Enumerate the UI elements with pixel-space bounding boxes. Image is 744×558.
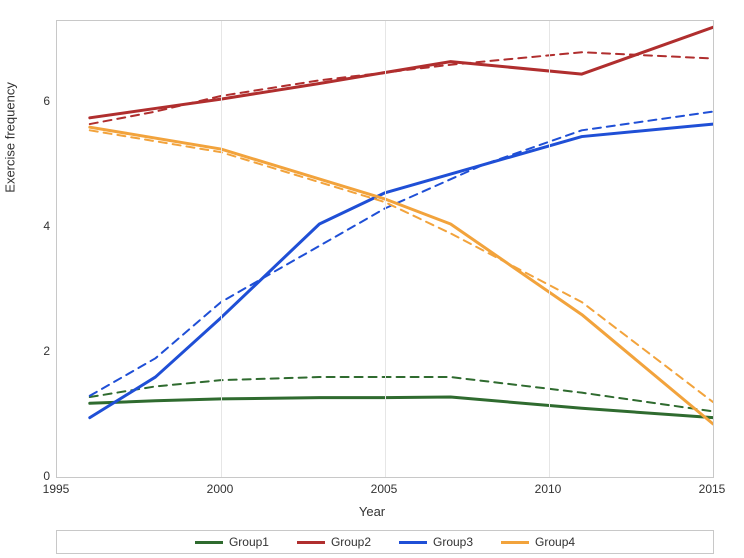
y-tick-label: 4 [43, 219, 50, 233]
legend: Group1 Group2 Group3 Group4 [56, 530, 714, 554]
y-tick-label: 6 [43, 94, 50, 108]
legend-label: Group3 [433, 535, 473, 549]
gridline [549, 21, 550, 477]
y-tick-label: 2 [43, 344, 50, 358]
x-tick-label: 2015 [699, 482, 726, 496]
legend-item: Group3 [399, 535, 473, 549]
series-line [90, 397, 713, 418]
legend-swatch [501, 541, 529, 544]
x-tick-label: 1995 [43, 482, 70, 496]
legend-label: Group2 [331, 535, 371, 549]
x-tick-label: 2005 [371, 482, 398, 496]
legend-item: Group2 [297, 535, 371, 549]
x-tick-label: 2010 [535, 482, 562, 496]
legend-label: Group1 [229, 535, 269, 549]
legend-item: Group1 [195, 535, 269, 549]
gridline [385, 21, 386, 477]
series-line [90, 27, 713, 118]
legend-swatch [195, 541, 223, 544]
series-line [90, 127, 713, 424]
series-line [90, 130, 713, 402]
legend-swatch [297, 541, 325, 544]
series-line [90, 52, 713, 124]
y-axis-label: Exercise frequency [3, 82, 18, 193]
x-axis-label: Year [0, 504, 744, 519]
series-line [90, 377, 713, 411]
legend-swatch [399, 541, 427, 544]
series-line [90, 124, 713, 418]
x-tick-label: 2000 [207, 482, 234, 496]
gridline [221, 21, 222, 477]
plot-area [56, 20, 714, 478]
legend-label: Group4 [535, 535, 575, 549]
y-tick-label: 0 [43, 469, 50, 483]
legend-item: Group4 [501, 535, 575, 549]
chart-container: { "chart": { "type": "line", "background… [0, 0, 744, 558]
